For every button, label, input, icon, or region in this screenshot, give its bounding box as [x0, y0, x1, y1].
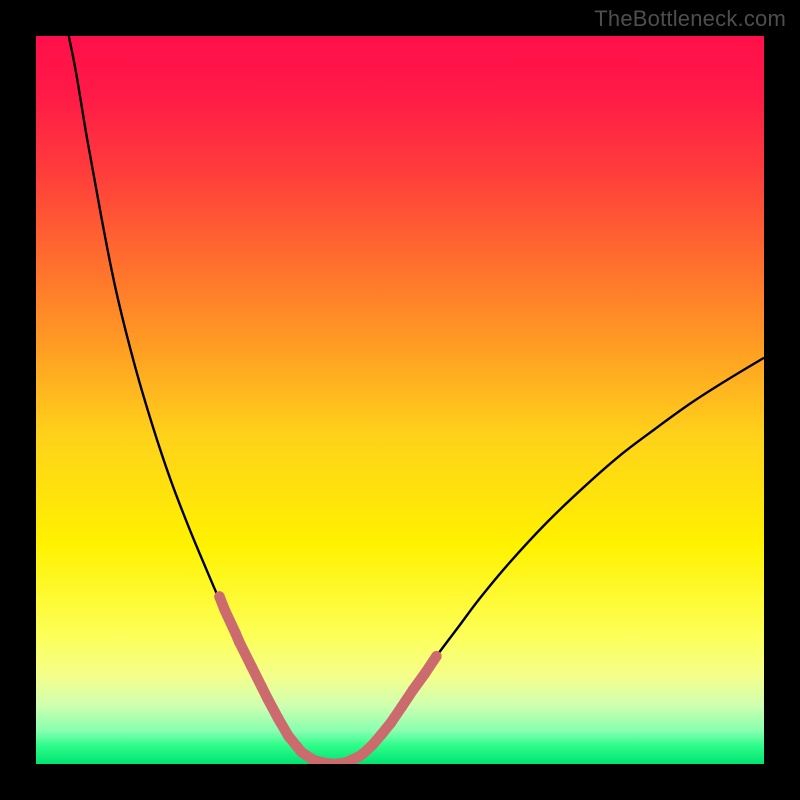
bottleneck-curve-highlight	[214, 591, 441, 764]
chart-frame	[36, 36, 764, 764]
chart-plot	[36, 36, 764, 764]
watermark-text: TheBottleneck.com	[594, 6, 786, 32]
bottleneck-curve-main	[69, 36, 764, 764]
